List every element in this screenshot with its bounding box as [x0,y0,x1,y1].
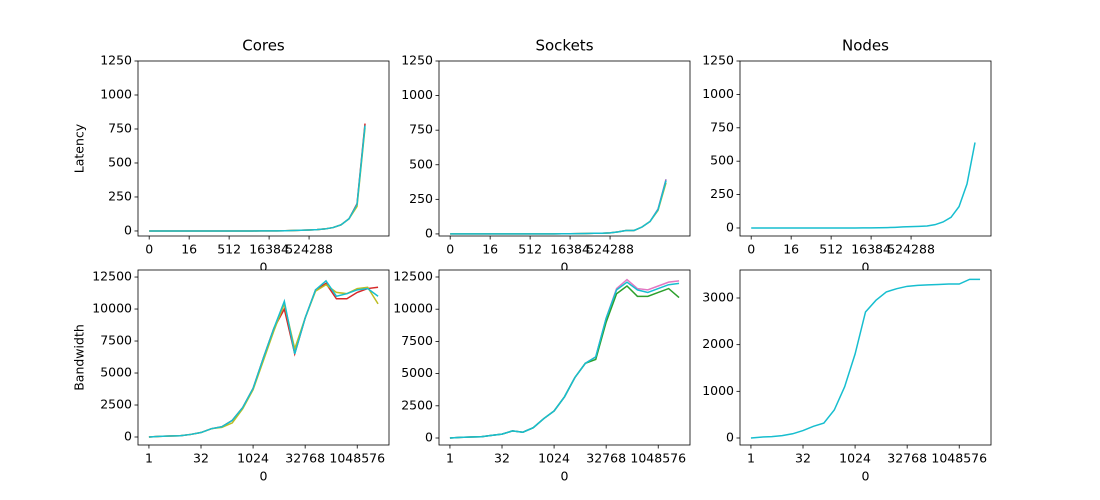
x-tick-label: 512 [819,242,843,257]
series-line [449,281,680,439]
x-tick-label: 0 [747,242,755,257]
x-tick-label: 1 [446,451,454,466]
y-axis-label: Latency [72,123,87,173]
subplot-title: Cores [242,37,285,55]
x-axis-label: 0 [862,260,870,275]
y-tick-label: 1000 [401,87,433,102]
subplot: 0 1000 2000 3000 1 32 1024 32768 1048576 0 [702,269,992,484]
series-line [450,180,667,235]
axes-background [138,61,389,236]
x-tick-label: 1024 [538,451,570,466]
axes-frame [137,269,390,446]
subplot: 0 2500 5000 7500 10000 12500 1 32 1024 32768 10485… [72,269,390,484]
y-tick-label: 5000 [100,365,132,380]
x-tick-label: 1048576 [630,451,686,466]
y-tick-label: 2000 [702,336,734,351]
x-axis-label: 0 [260,260,268,275]
y-tick-label: 750 [409,122,433,137]
axes-background [740,61,991,236]
x-tick-label: 0 [145,242,153,257]
x-axis-label: 0 [561,469,569,484]
axes-frame [739,60,992,237]
y-tick-label: 250 [409,191,433,206]
x-tick-label: 32768 [586,451,626,466]
axes-frame [438,269,691,446]
x-tick-label: 512 [217,242,241,257]
y-tick-label: 12500 [393,268,433,283]
y-tick-label: 250 [108,188,132,203]
x-tick-label: 1024 [839,451,871,466]
y-tick-label: 10000 [92,301,132,316]
y-tick-label: 500 [710,153,734,168]
series-line [149,125,366,232]
y-tick-label: 2500 [100,397,132,412]
x-tick-label: 1 [747,451,755,466]
axes-background [740,270,991,445]
y-tick-label: 0 [726,219,734,234]
x-tick-label: 1 [145,451,153,466]
subplot-title: Nodes [842,37,889,55]
subplot: Nodes 0 250 500 750 1000 1250 0 16 512 16384524288… [702,37,992,275]
axes-frame [438,60,691,237]
y-tick-label: 750 [108,120,132,135]
y-tick-label: 7500 [401,333,433,348]
y-tick-label: 12500 [92,269,132,284]
subplot: 0 2500 5000 7500 10000 12500 1 32 1024 32768 10485… [393,268,691,484]
y-tick-label: 250 [710,186,734,201]
subplot-title: Sockets [535,37,593,55]
x-tick-label: 16 [482,242,498,257]
y-tick-label: 0 [425,430,433,445]
x-axis-label: 0 [862,469,870,484]
y-tick-label: 0 [425,225,433,240]
x-axis-label: 0 [561,260,569,275]
axes-frame [739,269,992,446]
y-tick-label: 3000 [702,290,734,305]
y-tick-label: 10000 [393,301,433,316]
y-tick-label: 1000 [702,86,734,101]
x-tick-label: 16 [181,242,197,257]
x-tick-label: 32768 [887,451,927,466]
x-tick-label: 32768 [285,451,325,466]
y-tick-label: 1250 [100,53,132,68]
x-tick-label: 524288 [285,242,333,257]
y-tick-label: 1000 [100,86,132,101]
x-tick-label: 32 [193,451,209,466]
series-line [148,279,379,438]
y-tick-label: 7500 [100,333,132,348]
x-tick-label: 524288 [887,242,935,257]
x-tick-label: 16384 [249,242,289,257]
x-tick-label: 524288 [586,242,634,257]
y-tick-label: 0 [726,430,734,445]
y-axis-label: Bandwidth [72,324,87,391]
y-tick-label: 750 [710,119,734,134]
y-tick-label: 1250 [702,53,734,68]
subplot: Sockets 0 250 500 750 1000 1250 0 16 512 163845242… [401,37,691,275]
y-tick-label: 500 [409,156,433,171]
y-tick-label: 5000 [401,365,433,380]
y-tick-label: 1000 [702,383,734,398]
axes-frame [137,60,390,237]
series-line [750,278,981,439]
x-tick-label: 0 [446,242,454,257]
x-tick-label: 1024 [237,451,269,466]
axes-background [439,270,690,445]
x-tick-label: 32 [494,451,510,466]
subplot: Cores 0 250 500 750 1000 1250 0 16 512 16384524288… [72,37,390,275]
axes-background [439,61,690,236]
y-tick-label: 1250 [401,53,433,68]
y-tick-label: 2500 [401,397,433,412]
x-tick-label: 16384 [550,242,590,257]
x-tick-label: 1048576 [931,451,987,466]
x-tick-label: 512 [518,242,542,257]
y-tick-label: 0 [124,222,132,237]
x-tick-label: 32 [795,451,811,466]
y-tick-label: 500 [108,154,132,169]
y-tick-label: 0 [124,429,132,444]
x-axis-label: 0 [260,469,268,484]
x-tick-label: 16384 [851,242,891,257]
series-line [751,142,976,229]
x-tick-label: 16 [783,242,799,257]
x-tick-label: 1048576 [329,451,385,466]
